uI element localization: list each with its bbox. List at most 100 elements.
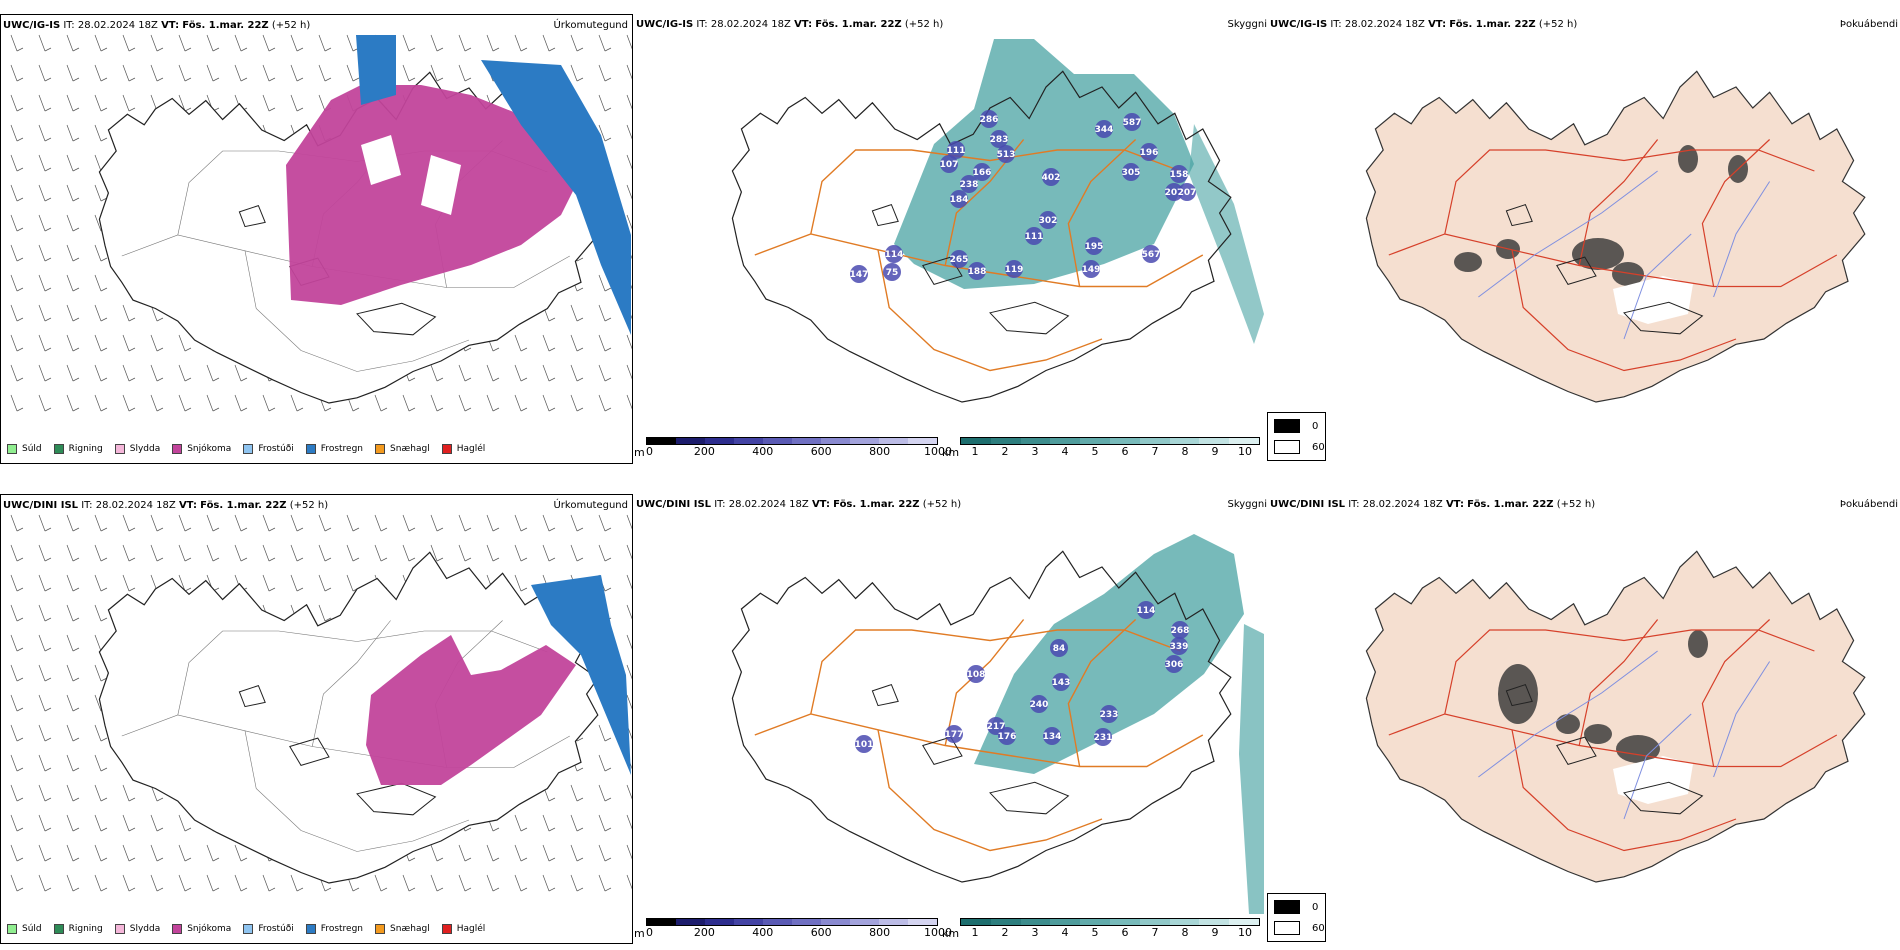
- cloud-base-label: 233: [1100, 710, 1119, 720]
- fog-map-2: [1365, 550, 1866, 883]
- cloud-base-blob: [1082, 260, 1100, 278]
- fog-legend-item: 0: [1274, 900, 1318, 914]
- colorbar-segment: [1080, 919, 1110, 925]
- wind-barb: [542, 34, 556, 52]
- wind-barb: [10, 154, 24, 172]
- wind-barb: [94, 304, 108, 322]
- wind-barb: [38, 664, 52, 682]
- colorbar-tick: 9: [1211, 926, 1219, 939]
- road-line: [1067, 618, 1137, 767]
- wind-barb: [318, 34, 332, 52]
- wind-barb: [430, 514, 444, 532]
- coastline: [1365, 550, 1866, 883]
- wind-barb: [10, 664, 24, 682]
- fog-legend-label: 60: [1312, 922, 1325, 934]
- cloud-base-blob: [1140, 143, 1158, 161]
- cloud-base-label: 107: [940, 160, 959, 170]
- wind-barb: [458, 64, 472, 82]
- wind-barb: [626, 154, 632, 170]
- cloud-base-label: 306: [1165, 660, 1184, 670]
- wind-barb: [10, 394, 24, 412]
- wind-barb: [38, 814, 52, 832]
- wind-barb: [122, 394, 136, 412]
- wind-barb: [94, 124, 108, 142]
- road-line: [121, 714, 570, 768]
- wind-barb: [38, 154, 52, 172]
- colorbar-segment: [908, 919, 937, 925]
- wind-barb: [318, 514, 332, 532]
- wind-barb: [66, 784, 80, 802]
- legend-swatch: [172, 444, 183, 454]
- wind-barb: [38, 544, 52, 562]
- cloud-base-blob: [1030, 695, 1048, 713]
- cloud-base-blob: [1025, 227, 1043, 245]
- wind-barb: [570, 64, 584, 82]
- cloudbase-colorbar: 0 200 400 600 800 1000: [646, 437, 952, 458]
- cloud-base-blob: [950, 190, 968, 208]
- wind-barb: [626, 34, 632, 50]
- wind-barb: [66, 634, 80, 652]
- wind-barb: [626, 694, 632, 710]
- wind-barb: [262, 34, 276, 52]
- wind-barb: [234, 544, 248, 562]
- road-line: [177, 630, 548, 716]
- legend-label: Snæhagl: [390, 924, 430, 934]
- legend-item: Snjókoma: [172, 924, 231, 934]
- colorbar-segment: [1050, 438, 1081, 444]
- field-name: Skyggni: [1227, 499, 1267, 510]
- wind-barb: [66, 694, 80, 712]
- wind-barb: [122, 874, 136, 892]
- colorbar-tick: 600: [810, 926, 832, 939]
- cloudbase-unit: m: [634, 446, 645, 459]
- wind-barb: [626, 514, 632, 530]
- colorbar-segment: [1020, 919, 1051, 925]
- wind-barb: [66, 844, 80, 862]
- cloud-base-label: 176: [998, 732, 1017, 742]
- wind-barb: [598, 544, 612, 562]
- cloud-base-blob: [1100, 705, 1118, 723]
- wind-barb: [206, 394, 220, 412]
- freezing-rain-area: [356, 35, 631, 335]
- colorbar-segment: [705, 438, 734, 444]
- cloud-base-blob: [1039, 211, 1057, 229]
- wind-barb: [178, 544, 192, 562]
- colorbar-segment: [1109, 438, 1140, 444]
- wind-barb: [626, 844, 632, 860]
- precip-map-2: [10, 514, 632, 892]
- wind-barb: [374, 514, 388, 532]
- wind-barb: [94, 574, 108, 592]
- wind-barb: [262, 394, 276, 412]
- visibility-unit: km: [942, 927, 960, 940]
- wind-barb: [598, 874, 612, 892]
- road-line: [244, 250, 470, 372]
- cloud-base-blob: [1095, 120, 1113, 138]
- wind-barb: [94, 544, 108, 562]
- cloud-base-label: 344: [1095, 125, 1114, 135]
- wind-barb: [10, 214, 24, 232]
- cloud-base-label: 108: [967, 670, 986, 680]
- wind-barb: [262, 94, 276, 112]
- road-line: [1444, 629, 1815, 715]
- wind-barb: [626, 634, 632, 650]
- wind-barb: [430, 544, 444, 562]
- colorbar-tick: 6: [1121, 445, 1129, 458]
- cloud-base-label: 513: [997, 150, 1016, 160]
- cloud-base-label: 305: [1122, 168, 1141, 178]
- wind-barb: [66, 364, 80, 382]
- river-line: [1713, 181, 1771, 298]
- wind-barb: [570, 874, 584, 892]
- legend-item: Haglél: [441, 444, 485, 454]
- wind-barb: [122, 64, 136, 82]
- cloud-base-label: 75: [886, 268, 899, 278]
- colorbar-segment: [961, 438, 991, 444]
- legend-item: Rigning: [53, 444, 103, 454]
- legend-swatch: [375, 924, 386, 934]
- colorbar-tick: 6: [1121, 926, 1129, 939]
- wind-barb: [626, 664, 632, 680]
- wind-barb: [38, 364, 52, 382]
- cloud-base-blob: [1042, 168, 1060, 186]
- wind-barb: [318, 574, 332, 592]
- fog-legend-label: 60: [1312, 441, 1325, 453]
- wind-barb: [38, 334, 52, 352]
- colorbar-segment: [763, 438, 792, 444]
